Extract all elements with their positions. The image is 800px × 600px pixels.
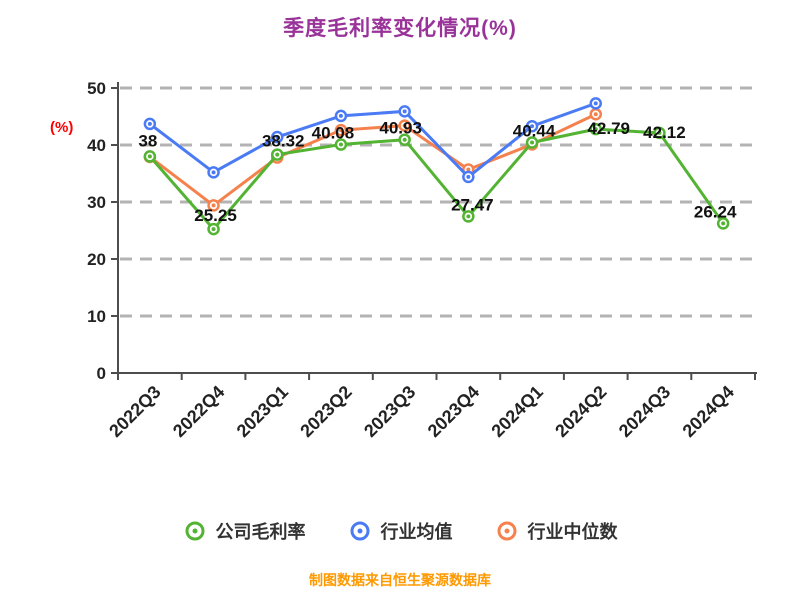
data-label: 42.12: [643, 123, 686, 142]
data-point-center: [402, 137, 407, 142]
data-point-center: [402, 109, 407, 114]
legend-item-label: 公司毛利率: [215, 522, 306, 542]
data-point-center: [338, 142, 343, 147]
data-label: 26.24: [694, 202, 737, 221]
legend-marker-icon: [497, 521, 516, 541]
legend-item-label: 行业均值: [380, 522, 453, 542]
data-point-center: [466, 214, 471, 219]
x-tick-label: 2023Q3: [360, 382, 419, 441]
data-point-center: [466, 174, 471, 179]
legend-item-2[interactable]: 行业中位数: [495, 518, 618, 544]
data-label: 40.93: [379, 119, 422, 138]
x-tick-label: 2024Q1: [487, 382, 546, 441]
x-tick-label: 2024Q4: [679, 382, 738, 441]
data-point-center: [275, 135, 280, 140]
x-tick-label: 2023Q4: [424, 382, 483, 441]
data-point-center: [338, 128, 343, 133]
data-point-center: [147, 121, 152, 126]
data-point-center: [530, 140, 535, 145]
x-tick-label: 2024Q2: [551, 382, 610, 441]
x-tick-label: 2023Q2: [296, 382, 355, 441]
data-label: 38: [138, 131, 157, 150]
y-tick-label: 30: [87, 193, 106, 212]
y-tick-label: 50: [87, 79, 106, 98]
data-point-center: [275, 152, 280, 157]
x-tick-label: 2023Q1: [233, 382, 292, 441]
data-label: 25.25: [194, 206, 237, 225]
series-line-公司毛利率: [148, 127, 725, 231]
data-label: 40.44: [513, 121, 556, 140]
data-source-note: 制图数据来自恒生聚源数据库: [309, 572, 491, 588]
data-point-center: [593, 127, 598, 132]
data-label: 27.47: [451, 195, 494, 214]
data-point-center: [211, 203, 216, 208]
legend-item-1[interactable]: 行业均值: [348, 518, 453, 544]
data-point-center: [147, 154, 152, 159]
legend-marker-icon: [185, 521, 204, 541]
legend-marker-icon: [350, 521, 369, 541]
data-point-center: [211, 170, 216, 175]
x-tick-label: 2022Q3: [105, 382, 164, 441]
data-label: 38.32: [262, 132, 305, 151]
chart-title: 季度毛利率变化情况(%): [283, 17, 517, 40]
y-tick-label: 0: [97, 364, 106, 383]
data-point-center: [593, 101, 598, 106]
data-point-center: [530, 124, 535, 129]
y-tick-label: 20: [87, 250, 106, 269]
x-tick-label: 2024Q3: [615, 382, 674, 441]
legend-item-0[interactable]: 公司毛利率: [183, 518, 306, 544]
legend: 公司毛利率 行业均值 行业中位数: [0, 518, 800, 544]
legend-item-label: 行业中位数: [527, 522, 618, 542]
data-label: 40.08: [312, 124, 355, 143]
data-point-center: [338, 113, 343, 118]
data-point-center: [402, 123, 407, 128]
x-tick-label: 2022Q4: [169, 382, 228, 441]
data-point-center: [721, 221, 726, 226]
y-axis-label: (%): [50, 119, 74, 136]
series-line-行业均值: [148, 101, 598, 179]
data-point-center: [593, 112, 598, 117]
data-point-center: [211, 227, 216, 232]
series-line-行业中位数: [148, 112, 598, 207]
y-tick-label: 10: [87, 307, 106, 326]
data-point-center: [466, 167, 471, 172]
data-label: 42.79: [587, 119, 630, 138]
data-point-center: [657, 130, 662, 135]
y-tick-label: 40: [87, 136, 106, 155]
